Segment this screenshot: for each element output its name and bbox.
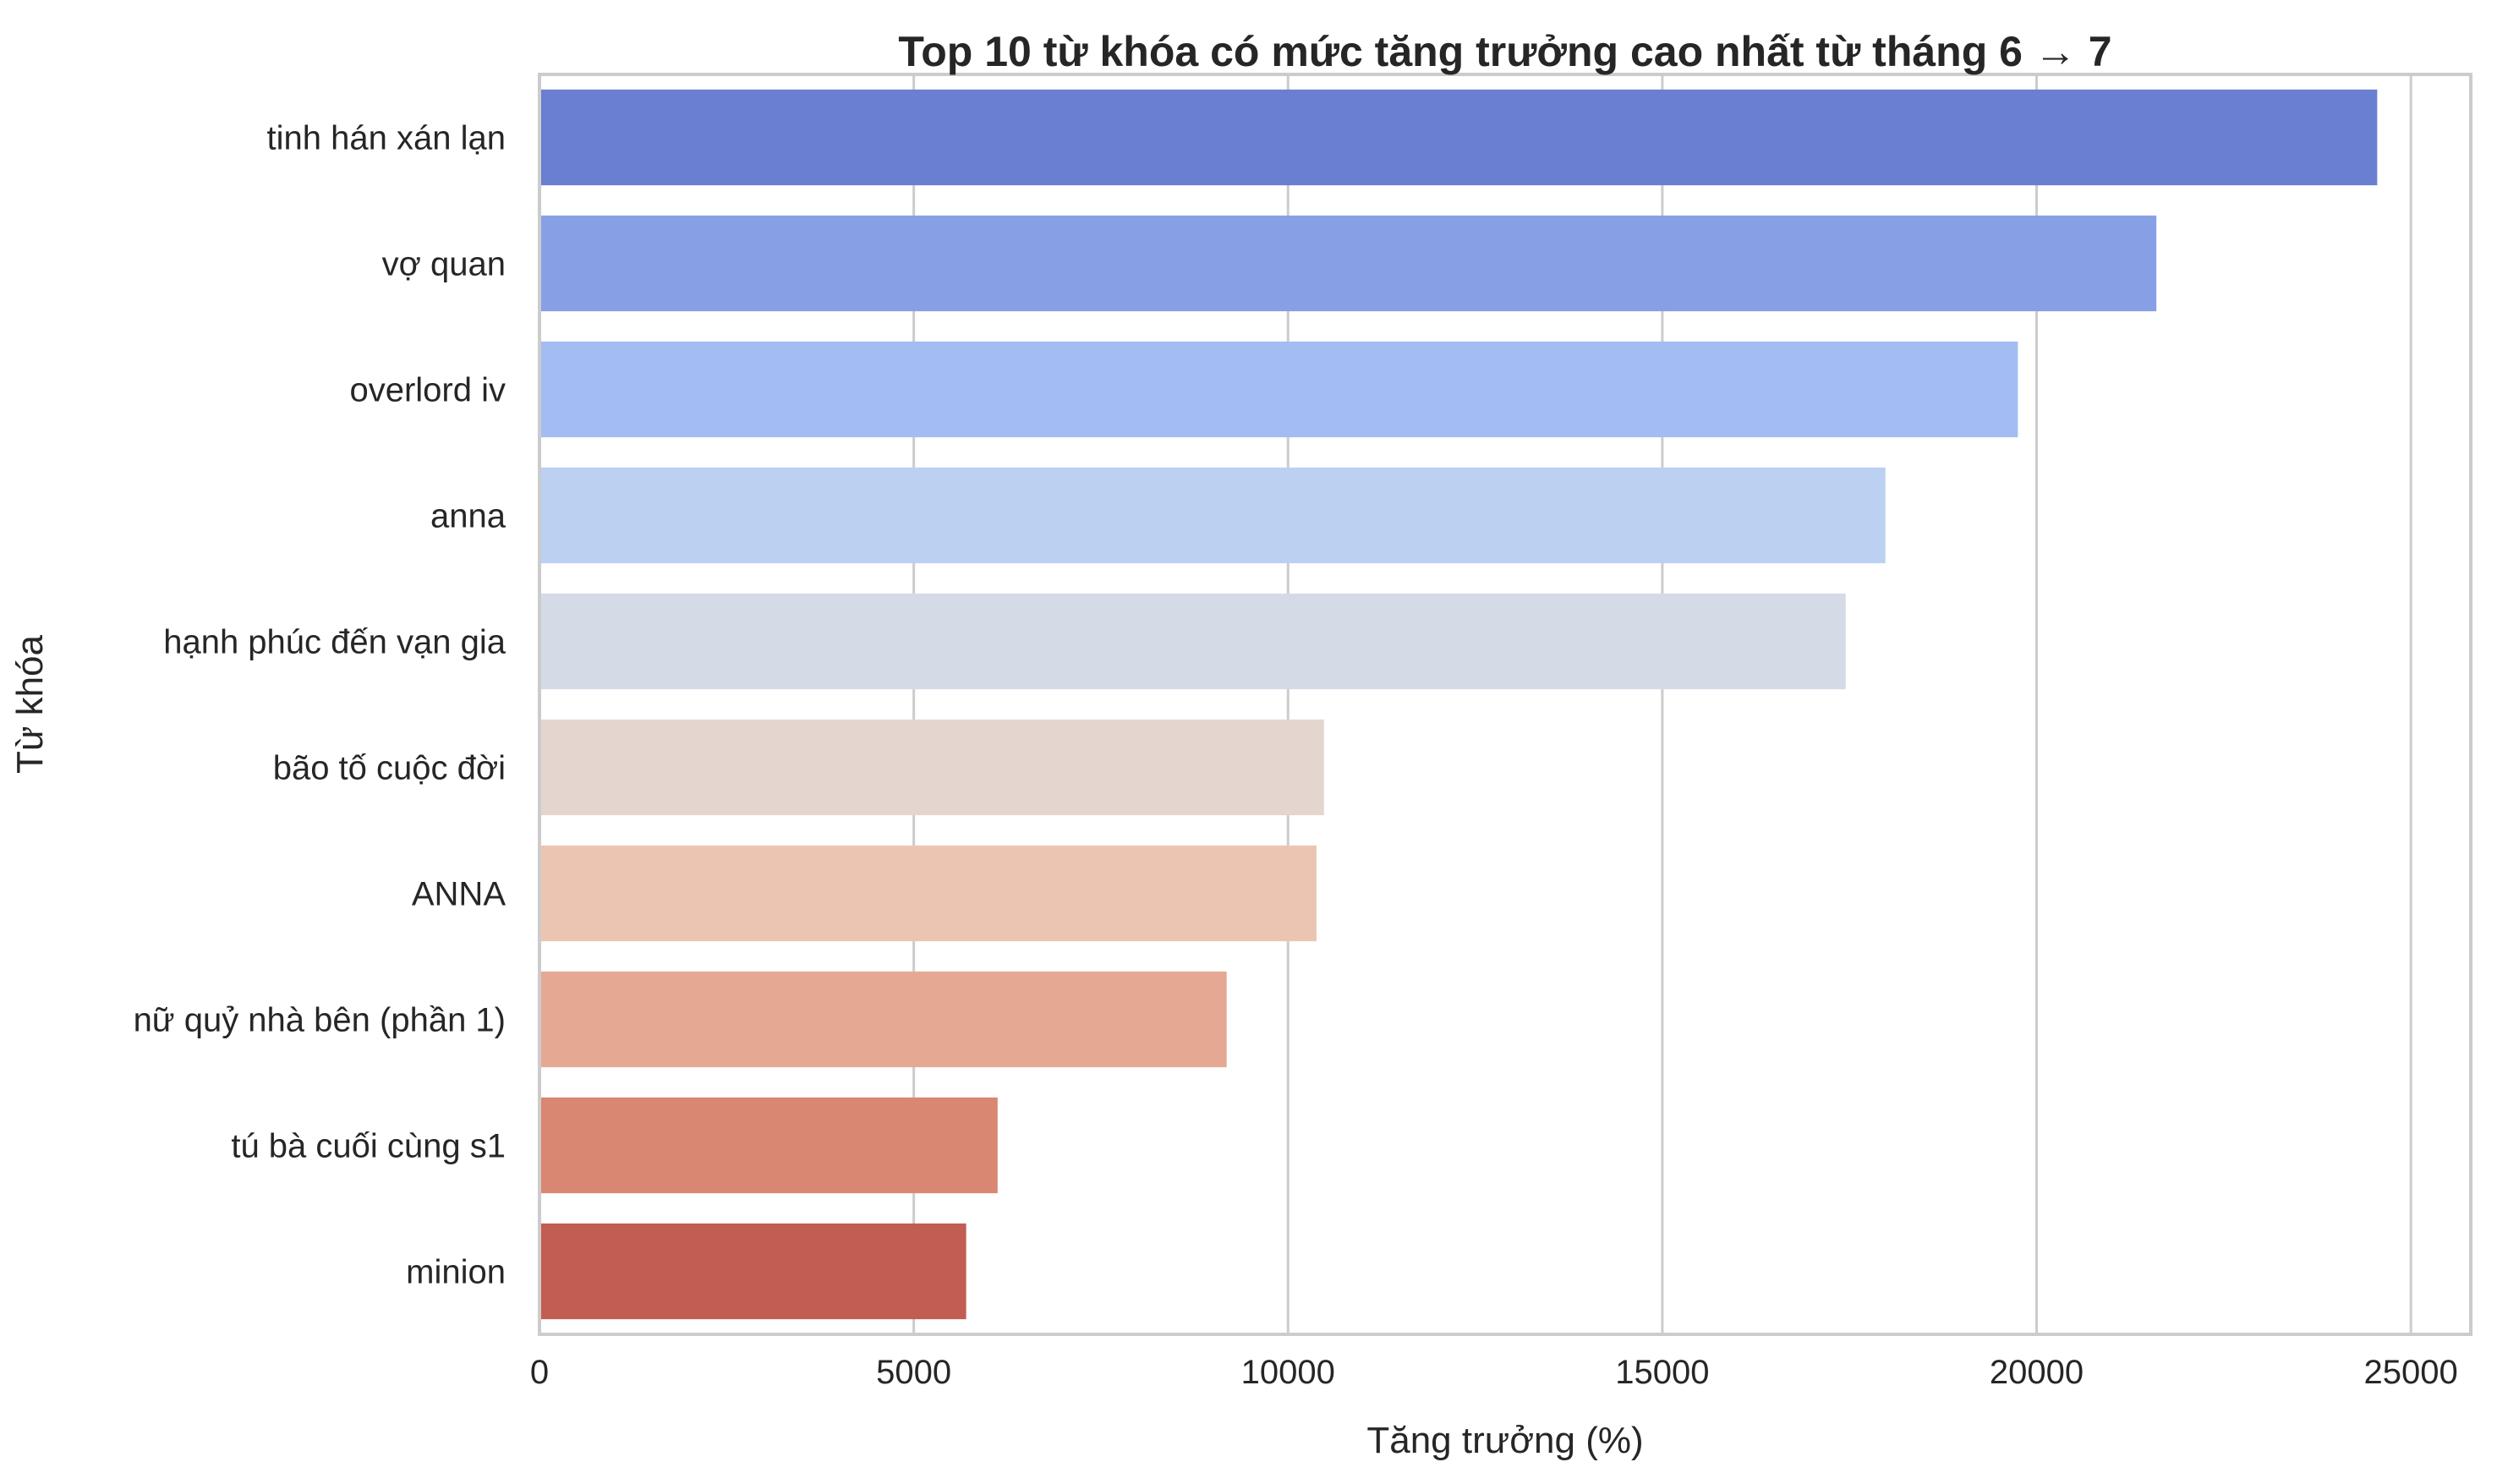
- bar: [539, 845, 1317, 942]
- y-tick-label: tú bà cuối cùng s1: [231, 1128, 506, 1165]
- bar: [539, 1097, 998, 1194]
- y-tick-label: minion: [406, 1254, 506, 1291]
- x-tick-label: 0: [530, 1354, 549, 1391]
- y-tick-label: nữ quỷ nhà bên (phần 1): [134, 1002, 506, 1039]
- bar: [539, 467, 1886, 564]
- plot-frame: [538, 73, 2472, 1336]
- bars: [539, 89, 2378, 1320]
- y-tick-label: vợ quan: [382, 246, 506, 283]
- bar: [539, 1223, 966, 1320]
- bar: [539, 89, 2378, 186]
- x-axis-label: Tăng trưởng (%): [1366, 1420, 1643, 1461]
- y-tick-label: bão tố cuộc đời: [273, 750, 506, 787]
- x-tick-label: 10000: [1241, 1354, 1335, 1391]
- y-tick-label: ANNA: [412, 876, 506, 913]
- x-tick-label: 25000: [2364, 1354, 2458, 1391]
- chart-title: Top 10 từ khóa có mức tăng trưởng cao nh…: [898, 28, 2111, 75]
- x-tick-label: 20000: [1990, 1354, 2084, 1391]
- y-tick-labels: tinh hán xán lạn vợ quan overlord iv anna hạ…: [134, 120, 507, 1291]
- y-tick-label: hạnh phúc đến vạn gia: [163, 624, 507, 661]
- bar: [539, 341, 2018, 438]
- bar: [539, 593, 1846, 690]
- y-tick-label: overlord iv: [349, 372, 506, 409]
- y-tick-label: tinh hán xán lạn: [267, 120, 506, 157]
- x-tick-label: 15000: [1615, 1354, 1709, 1391]
- bar: [539, 971, 1227, 1068]
- bar: [539, 719, 1324, 816]
- bar: [539, 215, 2157, 312]
- y-axis-label: Từ khóa: [9, 634, 51, 773]
- x-tick-labels: 0 5000 10000 15000 20000 25000: [530, 1354, 2458, 1391]
- x-tick-label: 5000: [876, 1354, 951, 1391]
- y-tick-label: anna: [430, 498, 507, 535]
